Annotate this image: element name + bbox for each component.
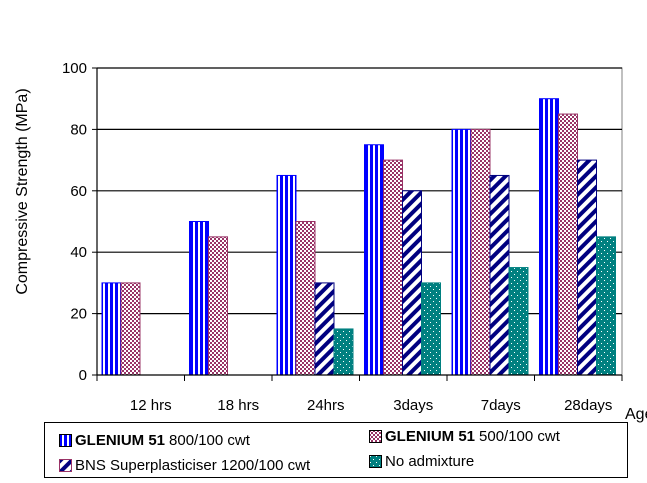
- legend-swatch-series-4: [369, 455, 382, 468]
- plot-area: [96, 67, 623, 376]
- y-tick-label: 100: [62, 60, 87, 77]
- x-axis-label: Age: [625, 406, 647, 423]
- legend-swatch-series-2: [369, 430, 382, 443]
- legend-swatch-series-3: [59, 459, 72, 472]
- bar-series-1: [101, 282, 122, 376]
- legend-item-series-3: BNS Superplasticiser 1200/100 cwt: [59, 457, 310, 474]
- bar-series-2: [470, 128, 491, 376]
- bars: [101, 98, 616, 376]
- legend-label-bold-series-1: GLENIUM 51: [75, 432, 166, 449]
- labels: 0 20 40 60 80 100 12 hrs 18 hrs 24hrs 3days 7days 2…: [14, 60, 647, 423]
- bar-series-1: [451, 128, 472, 376]
- x-tick-label: 7days: [481, 397, 521, 414]
- legend-item-series-2: GLENIUM 51 500/100 cwt: [369, 428, 560, 445]
- bar-series-3: [314, 282, 335, 376]
- bar-series-1: [189, 221, 209, 376]
- legend-label-series-1: 800/100 cwt: [169, 432, 250, 449]
- legend-label-series-2: 500/100 cwt: [479, 428, 560, 445]
- y-tick-label: 40: [70, 244, 87, 261]
- y-tick-label: 80: [70, 121, 87, 138]
- legend: GLENIUM 51 800/100 cwt GLENIUM 51 500/10…: [44, 422, 628, 478]
- bar-series-2: [120, 282, 141, 376]
- bar-series-2: [558, 113, 578, 376]
- x-tick-label: 24hrs: [307, 397, 345, 414]
- legend-label-bold-series-2: GLENIUM 51: [385, 428, 476, 445]
- y-tick-label: 0: [79, 367, 87, 384]
- x-tick-label: 12 hrs: [130, 397, 172, 414]
- bar-series-2: [383, 159, 403, 376]
- legend-item-series-4: No admixture: [369, 453, 474, 470]
- bar-series-4: [421, 282, 441, 376]
- axes: [92, 67, 623, 381]
- bar-series-3: [577, 159, 597, 376]
- bar-series-4: [508, 267, 529, 376]
- bar-series-1: [364, 144, 384, 376]
- legend-swatch-series-1: [59, 434, 72, 447]
- bar-series-4: [596, 236, 616, 376]
- x-tick-label: 3days: [393, 397, 433, 414]
- bar-series-2: [295, 221, 316, 376]
- bar-series-4: [333, 328, 354, 376]
- bar-series-2: [208, 236, 228, 376]
- bar-series-1: [276, 174, 297, 376]
- y-axis-label: Compressive Strength (MPa): [14, 88, 31, 294]
- x-tick-label: 28days: [564, 397, 612, 414]
- bar-series-3: [402, 190, 422, 376]
- legend-item-series-1: GLENIUM 51 800/100 cwt: [59, 432, 250, 449]
- bar-series-3: [489, 174, 510, 376]
- x-tick-label: 18 hrs: [217, 397, 259, 414]
- legend-label-series-3: BNS Superplasticiser 1200/100 cwt: [75, 457, 311, 474]
- bar-series-1: [539, 98, 559, 376]
- gridlines: [96, 67, 623, 376]
- y-tick-label: 20: [70, 306, 87, 323]
- legend-label-series-4: No admixture: [385, 453, 475, 470]
- y-tick-label: 60: [70, 183, 87, 200]
